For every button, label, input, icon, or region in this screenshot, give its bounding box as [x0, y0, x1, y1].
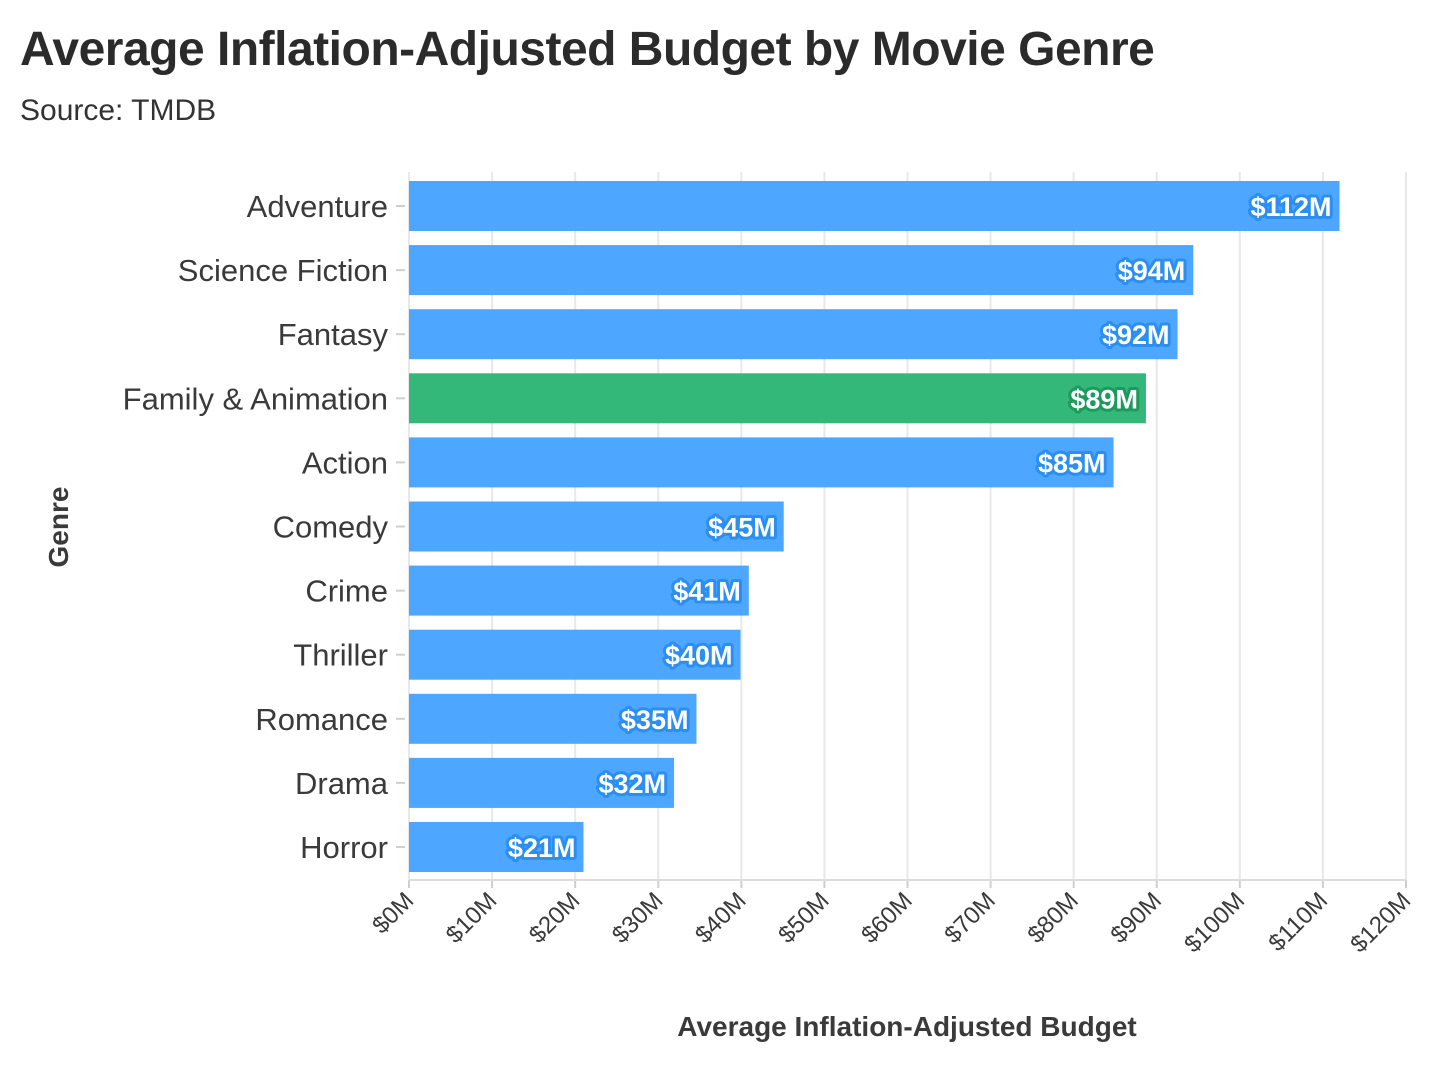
data-label: $89M	[1070, 384, 1138, 414]
x-tick-label: $80M	[1022, 887, 1084, 949]
x-tick-label: $120M	[1345, 887, 1416, 958]
data-label: $35M	[621, 705, 689, 735]
category-labels: Adventure Science Fiction Fantasy Family & …	[123, 189, 405, 865]
bars: $112M $94M $92M $89M $85M $45M $41M $40M $35M $32…	[409, 181, 1340, 872]
data-label: $32M	[598, 769, 666, 799]
category-label: Horror	[300, 830, 388, 865]
data-label: $41M	[673, 577, 741, 607]
data-label: $21M	[508, 833, 576, 863]
bar	[409, 757, 675, 808]
category-label: Action	[302, 445, 388, 480]
x-tick-label: $40M	[690, 887, 752, 949]
y-axis-title: Genre	[43, 487, 74, 568]
category-label: Adventure	[247, 189, 388, 224]
x-tick-labels: $0M $10M $20M $30M $40M $50M $60M $70M $80M $90M $…	[367, 887, 1416, 958]
x-tick-label: $10M	[441, 887, 503, 949]
category-label: Family & Animation	[123, 381, 388, 416]
bar	[409, 245, 1194, 296]
bar	[409, 565, 749, 616]
data-label: $112M	[1250, 192, 1331, 222]
category-label: Thriller	[293, 638, 388, 673]
x-tick-label: $110M	[1263, 887, 1333, 957]
x-tick-label: $100M	[1179, 887, 1250, 958]
bar	[409, 437, 1114, 488]
category-label: Fantasy	[278, 317, 389, 352]
category-label: Comedy	[273, 510, 389, 545]
chart-title: Average Inflation-Adjusted Budget by Mov…	[20, 23, 1155, 76]
bar	[409, 822, 584, 872]
category-label: Romance	[255, 702, 388, 737]
bar	[409, 181, 1340, 231]
chart-subtitle: Source: TMDB	[20, 94, 217, 127]
category-label: Science Fiction	[178, 253, 388, 288]
bar	[409, 693, 697, 744]
x-tick-label: $20M	[524, 887, 586, 949]
x-axis-title: Average Inflation-Adjusted Budget	[677, 1011, 1136, 1042]
x-tick-label: $50M	[773, 887, 835, 949]
x-tick-label: $30M	[607, 887, 669, 949]
data-label: $85M	[1038, 448, 1106, 478]
category-label: Drama	[295, 766, 389, 801]
bar	[409, 501, 784, 552]
bar	[409, 373, 1146, 424]
data-label: $45M	[708, 513, 776, 543]
x-tick-label: $70M	[939, 887, 1001, 949]
bar	[409, 309, 1178, 360]
data-label: $92M	[1102, 320, 1170, 350]
category-label: Crime	[305, 574, 388, 609]
x-tick-label: $0M	[367, 887, 419, 939]
x-tick-label: $60M	[856, 887, 918, 949]
bar	[409, 629, 741, 680]
data-label: $40M	[665, 641, 733, 671]
data-label: $94M	[1118, 256, 1186, 286]
x-tick-label: $90M	[1105, 887, 1167, 949]
